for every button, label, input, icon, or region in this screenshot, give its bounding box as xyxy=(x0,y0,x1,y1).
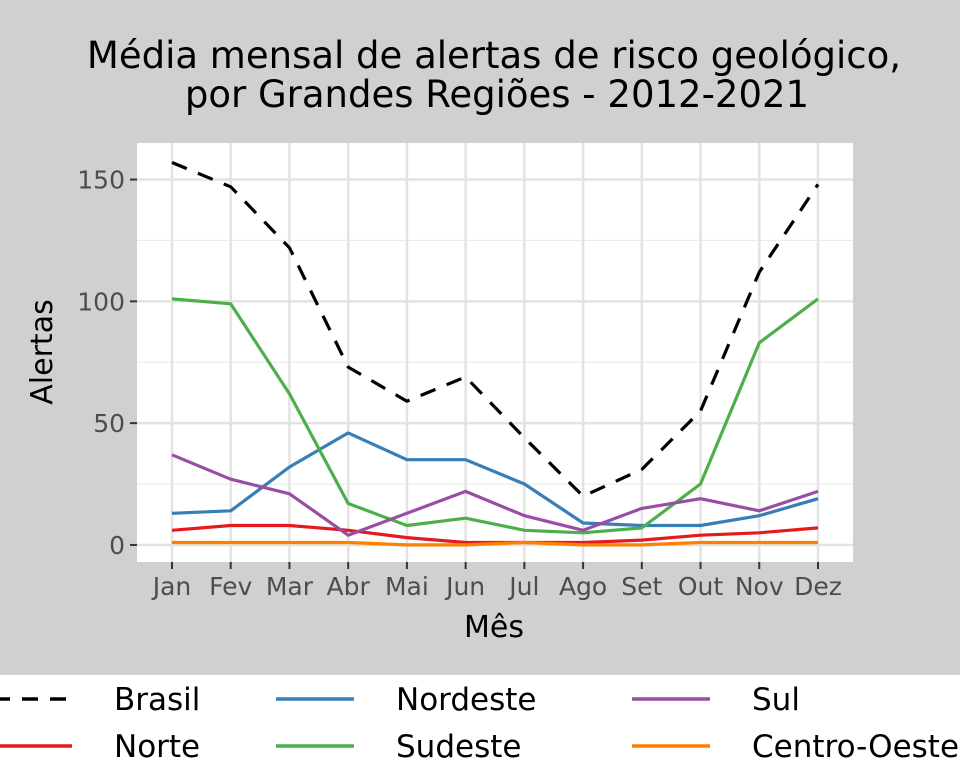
x-tick-label: Ago xyxy=(559,572,607,601)
y-tick-label: 100 xyxy=(77,287,125,316)
y-tick-label: 50 xyxy=(93,409,125,438)
x-tick-label: Dez xyxy=(794,572,842,601)
x-tick-label: Mai xyxy=(385,572,429,601)
y-axis-label: Alertas xyxy=(25,299,60,404)
x-tick-label: Fev xyxy=(209,572,252,601)
series-line-sudeste xyxy=(171,297,819,535)
legend-label-centro-oeste: Centro-Oeste xyxy=(752,729,959,765)
x-tick-label: Set xyxy=(621,572,662,601)
chart-title: Média mensal de alertas de risco geológi… xyxy=(87,34,901,77)
y-tick-label: 150 xyxy=(77,166,125,195)
legend-label-sudeste: Sudeste xyxy=(396,729,521,765)
x-tick-label: Mar xyxy=(266,572,314,601)
legend: Brasil Norte Nordeste Sudeste Sul Centro-Oest… xyxy=(0,682,959,765)
x-tick-label: Nov xyxy=(735,572,784,601)
chart-subtitle: por Grandes Regiões - 2012-2021 xyxy=(185,73,809,116)
x-tick-label: Jan xyxy=(151,572,192,601)
axes: 0 50 100 150 Jan Fev Mar Abr Mai Jun Jul Ago Set Out N… xyxy=(77,166,842,601)
legend-label-norte: Norte xyxy=(114,729,200,765)
x-tick-label: Jun xyxy=(444,572,485,601)
legend-label-brasil: Brasil xyxy=(114,682,200,718)
x-tick-label: Jul xyxy=(507,572,539,601)
legend-background xyxy=(0,675,960,768)
legend-label-sul: Sul xyxy=(752,682,800,718)
x-axis-label: Mês xyxy=(464,610,524,645)
series-lines xyxy=(171,161,820,547)
series-line-nordeste xyxy=(171,431,819,528)
series-line-centro-oeste xyxy=(172,540,818,547)
y-tick-label: 0 xyxy=(109,531,125,560)
series-line-brasil xyxy=(171,161,820,498)
legend-label-nordeste: Nordeste xyxy=(396,682,536,718)
x-tick-label: Abr xyxy=(327,572,371,601)
x-tick-label: Out xyxy=(678,572,724,601)
series-line-sul xyxy=(171,453,819,537)
